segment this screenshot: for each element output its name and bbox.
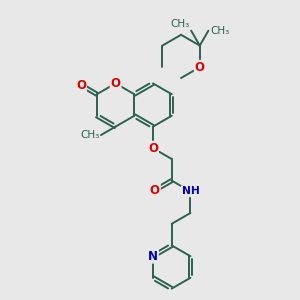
Text: O: O <box>195 61 205 74</box>
Text: O: O <box>76 79 86 92</box>
Text: O: O <box>111 77 121 90</box>
Text: O: O <box>148 142 158 155</box>
Text: CH₃: CH₃ <box>170 19 190 29</box>
Text: NH: NH <box>182 186 199 197</box>
Text: N: N <box>148 250 158 263</box>
Text: CH₃: CH₃ <box>210 26 229 36</box>
Text: O: O <box>150 184 160 197</box>
Text: CH₃: CH₃ <box>80 130 100 140</box>
